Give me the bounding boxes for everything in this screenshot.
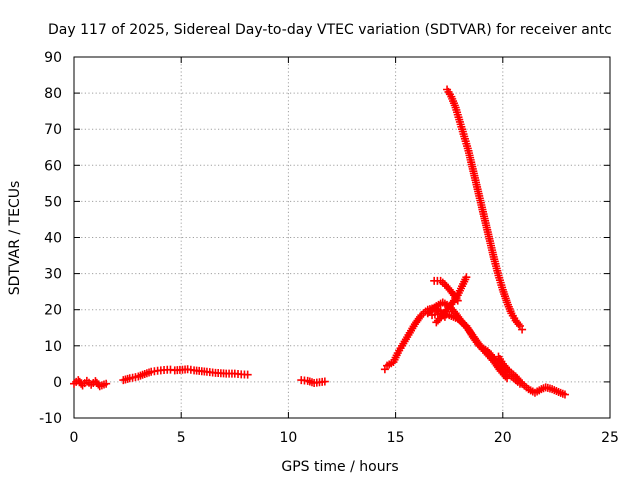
data-point-interp <box>131 373 140 382</box>
y-tick-label: 10 <box>44 339 62 355</box>
data-point-interp <box>458 319 467 328</box>
data-point-interp <box>435 314 444 323</box>
data-point-interp <box>481 216 490 225</box>
data-point-interp <box>451 293 460 302</box>
data-point-interp <box>100 380 109 389</box>
data-point-interp <box>240 370 249 379</box>
data-point-interp <box>498 283 507 292</box>
y-tick-label: 50 <box>44 194 62 210</box>
data-point-interp <box>318 377 327 386</box>
x-axis-label: GPS time / hours <box>281 459 398 475</box>
data-point-interp <box>150 367 159 376</box>
data-point-interp <box>403 333 412 342</box>
data-point-interp <box>300 376 309 385</box>
x-tick-label: 15 <box>387 430 405 446</box>
data-point-interp <box>514 376 523 385</box>
data-point-interp <box>487 350 496 359</box>
data-point-interp <box>75 377 84 386</box>
data-point-interp <box>450 101 459 110</box>
data-point-interp <box>502 363 511 372</box>
data-point-interp <box>414 314 423 323</box>
data-point-interp <box>509 370 518 379</box>
data-point-interp <box>510 314 519 323</box>
y-tick-label: 70 <box>44 122 62 138</box>
data-point-interp <box>502 296 511 305</box>
data-points <box>70 85 569 399</box>
y-tick-label: 30 <box>44 267 62 283</box>
data-point-interp <box>493 269 502 278</box>
data-point-interp <box>452 294 461 303</box>
data-point-interp <box>468 162 477 171</box>
data-point-interp <box>163 365 172 374</box>
data-point-interp <box>472 180 481 189</box>
data-point-interp <box>138 370 147 379</box>
y-tick-label: 40 <box>44 231 62 247</box>
data-point-interp <box>522 383 531 392</box>
data-point-interp <box>514 320 523 329</box>
data-point <box>518 325 527 334</box>
x-tick-label: 25 <box>601 430 619 446</box>
data-point-interp <box>459 130 468 139</box>
data-point-interp <box>428 304 437 313</box>
data-point-interp <box>92 378 101 387</box>
x-axis: 0 5 10 15 20 25 <box>70 57 619 446</box>
data-point-interp <box>396 344 405 353</box>
data-point-interp <box>545 384 554 393</box>
data-point-interp <box>558 389 567 398</box>
data-point-interp <box>489 252 498 261</box>
y-axis: -10 0 10 20 30 40 50 60 70 80 90 <box>39 50 610 427</box>
y-tick-label: 0 <box>53 375 62 391</box>
data-point-interp <box>497 357 506 366</box>
chart-title: Day 117 of 2025, Sidereal Day-to-day VTE… <box>48 22 612 38</box>
data-point-interp <box>461 275 470 284</box>
data-point-interp <box>444 303 453 312</box>
data-point-interp <box>433 276 442 285</box>
data-point-interp <box>456 284 465 293</box>
x-tick-label: 20 <box>494 430 512 446</box>
x-tick-label: 5 <box>177 430 186 446</box>
y-tick-label: 80 <box>44 86 62 102</box>
x-tick-label: 10 <box>279 430 297 446</box>
y-tick-label: 20 <box>44 303 62 319</box>
data-point-interp <box>463 144 472 153</box>
grid <box>74 57 610 418</box>
y-tick-label: -10 <box>39 411 62 427</box>
data-point-interp <box>445 90 454 99</box>
data-point-interp <box>552 387 561 396</box>
data-point-interp <box>186 365 195 374</box>
data-point-interp <box>392 351 401 360</box>
data-point-interp <box>145 368 154 377</box>
data-point-interp <box>123 374 132 383</box>
data-point-interp <box>438 278 447 287</box>
data-point-interp <box>476 198 485 207</box>
y-axis-label: SDTVAR / TECUs <box>7 181 23 296</box>
y-tick-label: 60 <box>44 158 62 174</box>
data-point-interp <box>535 386 544 395</box>
data-point-interp <box>503 365 512 374</box>
data-point-interp <box>472 338 481 347</box>
data-point-interp <box>444 284 453 293</box>
data-point-interp <box>513 318 522 327</box>
data-point-interp <box>455 115 464 124</box>
x-tick-label: 0 <box>70 430 79 446</box>
data-point-interp <box>516 377 525 386</box>
y-tick-label: 90 <box>44 50 62 66</box>
data-point-interp <box>485 234 494 243</box>
data-point-interp <box>506 307 515 316</box>
